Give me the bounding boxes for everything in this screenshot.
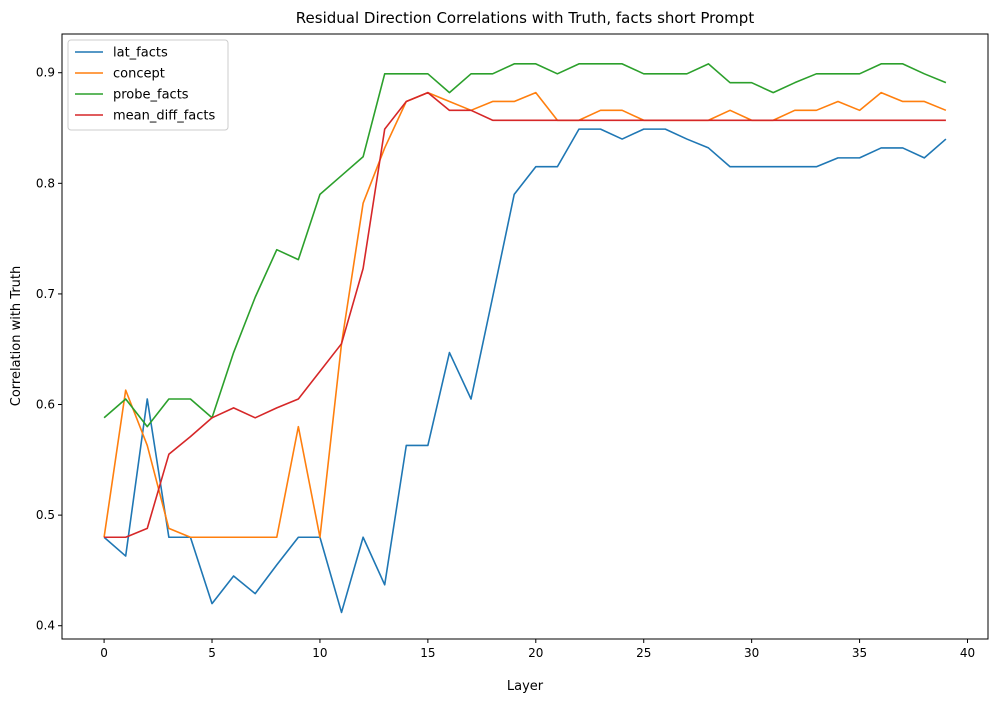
chart-title: Residual Direction Correlations with Tru… bbox=[296, 9, 755, 27]
y-tick-label: 0.6 bbox=[36, 398, 55, 412]
x-tick-label: 20 bbox=[528, 646, 543, 660]
y-tick-label: 0.9 bbox=[36, 66, 55, 80]
x-tick-label: 40 bbox=[960, 646, 975, 660]
y-tick-label: 0.7 bbox=[36, 287, 55, 301]
legend-label-concept: concept bbox=[113, 67, 165, 82]
x-tick-label: 35 bbox=[852, 646, 867, 660]
legend-label-mean-diff-facts: mean_diff_facts bbox=[113, 109, 215, 124]
x-tick-label: 15 bbox=[420, 646, 435, 660]
y-tick-label: 0.4 bbox=[36, 619, 55, 633]
legend-box bbox=[67, 39, 229, 131]
legend-label-probe-facts: probe_facts bbox=[113, 88, 189, 103]
y-axis: 0.4 0.5 0.6 0.7 0.8 0.9 bbox=[36, 66, 62, 633]
legend-label-lat-facts: lat_facts bbox=[113, 46, 168, 61]
y-axis-label: Correlation with Truth bbox=[9, 266, 24, 406]
series-line-concept bbox=[103, 91, 947, 539]
series-line-lat-facts bbox=[103, 128, 947, 614]
y-tick-label: 0.8 bbox=[36, 176, 55, 190]
x-tick-label: 25 bbox=[636, 646, 651, 660]
plot-frame bbox=[61, 33, 989, 640]
x-axis-label: Layer bbox=[507, 679, 544, 694]
series-layer bbox=[103, 63, 947, 614]
y-tick-label: 0.5 bbox=[36, 508, 55, 522]
series-line-mean-diff-facts bbox=[104, 91, 946, 539]
x-tick-label: 5 bbox=[208, 646, 216, 660]
x-tick-label: 0 bbox=[100, 646, 108, 660]
x-tick-label: 30 bbox=[744, 646, 759, 660]
series-line-probe-facts bbox=[103, 63, 947, 428]
x-tick-label: 10 bbox=[312, 646, 327, 660]
x-axis: 0 5 10 15 20 25 30 35 40 bbox=[100, 639, 975, 660]
